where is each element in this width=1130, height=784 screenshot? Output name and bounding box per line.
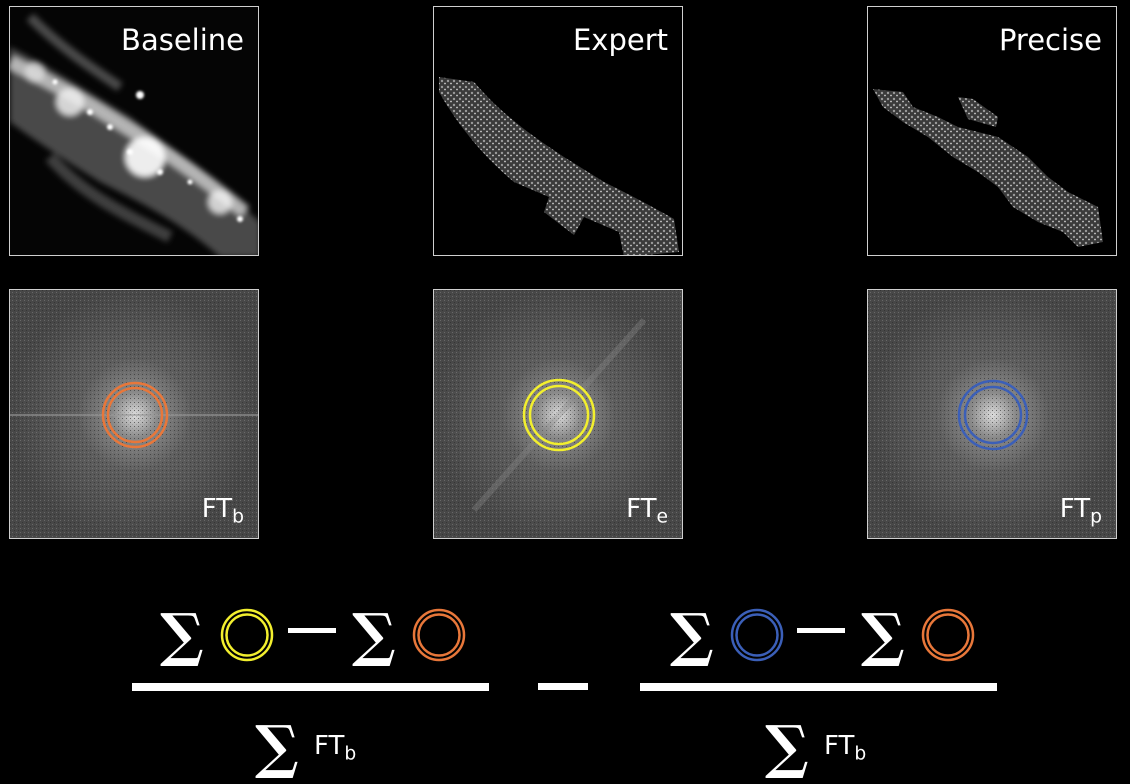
ft-expert-label: FTe xyxy=(626,494,668,528)
sigma-den-right: ∑ xyxy=(765,713,809,781)
baseline-image-panel: Baseline xyxy=(9,6,259,256)
ft-precise-ring-inner xyxy=(963,385,1023,445)
ft-baseline-panel: FTb xyxy=(9,289,259,539)
ring-yellow-icon xyxy=(220,608,274,662)
ft-baseline-label: FTb xyxy=(201,494,244,528)
minus-left xyxy=(288,628,336,633)
ring-blue-icon xyxy=(730,608,784,662)
ft-expert-ring-outer xyxy=(522,378,596,452)
ft-precise-ring-outer xyxy=(957,379,1029,451)
denominator-right-label: FTb xyxy=(824,731,867,765)
precise-image-panel: Precise xyxy=(867,6,1117,256)
ft-expert-spectrum xyxy=(434,290,682,538)
ring-orange-icon xyxy=(412,608,466,662)
ft-expert-ring-inner xyxy=(528,384,590,446)
sigma-left-2: ∑ xyxy=(352,601,396,669)
ft-precise-label: FTp xyxy=(1059,494,1102,528)
expert-image-panel: Expert xyxy=(433,6,683,256)
fraction-bar-right xyxy=(640,683,997,691)
ring-orange-right-icon xyxy=(921,608,975,662)
sigma-right-2: ∑ xyxy=(861,601,905,669)
ft-precise-panel: FTp xyxy=(867,289,1117,539)
precise-cell-image xyxy=(868,7,1116,255)
denominator-left-label: FTb xyxy=(314,731,357,765)
ft-baseline-ring-inner xyxy=(106,386,164,444)
baseline-cell-image xyxy=(10,7,258,255)
expert-label: Expert xyxy=(572,23,668,57)
ft-expert-panel: FTe xyxy=(433,289,683,539)
baseline-label: Baseline xyxy=(121,23,244,57)
ft-baseline-ring-outer xyxy=(101,381,169,449)
expert-cell-image xyxy=(434,7,682,255)
sigma-left-1: ∑ xyxy=(160,601,204,669)
fraction-bar-left xyxy=(132,683,489,691)
sigma-den-left: ∑ xyxy=(255,713,299,781)
sigma-right-1: ∑ xyxy=(670,601,714,669)
minus-center xyxy=(538,683,588,690)
minus-right xyxy=(797,628,845,633)
ft-baseline-spectrum xyxy=(10,290,258,538)
precise-label: Precise xyxy=(998,23,1102,57)
ft-precise-spectrum xyxy=(868,290,1116,538)
